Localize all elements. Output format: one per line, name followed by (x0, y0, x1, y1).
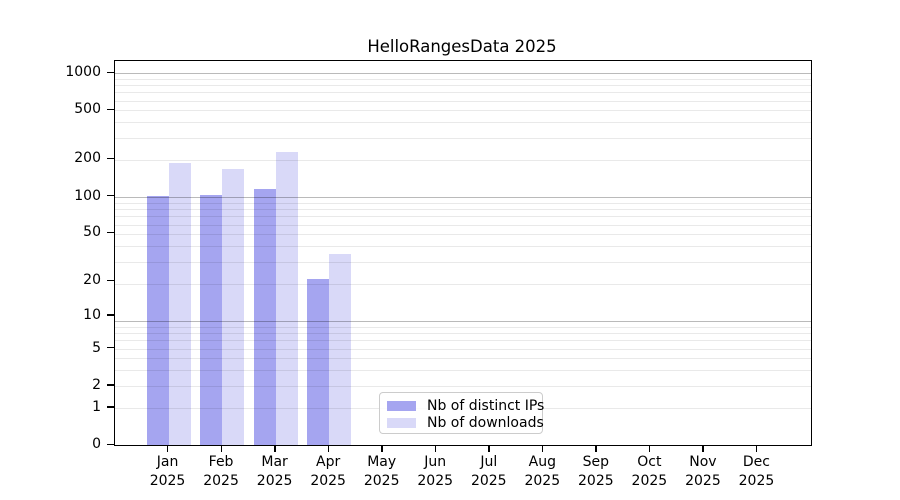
y-tick-mark (107, 71, 114, 73)
bar-distinct-ips-mar (253, 189, 276, 445)
minor-gridline (115, 202, 811, 204)
x-tick-mark (488, 445, 490, 452)
y-tick-mark (107, 108, 114, 111)
minor-gridline (115, 234, 811, 236)
y-tick-mark (107, 231, 114, 234)
x-tick-label-dec: Dec 2025 (738, 454, 775, 489)
x-tick-mark (434, 445, 437, 452)
x-tick-mark (702, 445, 704, 452)
y-tick-label: 5 (92, 339, 101, 356)
x-tick-mark (595, 445, 597, 452)
bar-downloads-jan (168, 163, 191, 445)
bar-downloads-apr (329, 253, 352, 445)
x-tick-mark (381, 445, 383, 452)
x-tick-label-may: May 2025 (363, 454, 400, 489)
x-tick-label-mar: Mar 2025 (256, 454, 293, 489)
y-tick-mark (107, 157, 114, 160)
minor-gridline (115, 385, 811, 387)
y-tick-label: 2 (92, 376, 101, 393)
minor-gridline (115, 246, 811, 248)
minor-gridline (115, 333, 811, 335)
x-tick-label-jul: Jul 2025 (470, 454, 507, 489)
x-tick-label-feb: Feb 2025 (203, 454, 239, 489)
y-tick-label: 50 (83, 224, 101, 241)
y-tick-mark (107, 406, 114, 408)
y-tick-label: 10 (83, 306, 101, 323)
x-tick-mark (274, 445, 276, 452)
minor-gridline (115, 122, 811, 124)
y-tick-label: 20 (83, 272, 101, 289)
bar-downloads-feb (222, 169, 245, 445)
y-tick-mark (107, 384, 114, 386)
y-tick-label: 200 (74, 150, 101, 167)
minor-gridline (115, 261, 811, 263)
legend: Nb of distinct IPs Nb of downloads (379, 392, 544, 434)
x-tick-label-jan: Jan 2025 (149, 454, 186, 489)
x-tick-mark (755, 445, 758, 452)
x-tick-mark (648, 445, 651, 452)
bar-distinct-ips-apr (307, 278, 330, 445)
major-gridline (115, 321, 811, 323)
x-tick-label-nov: Nov 2025 (685, 454, 721, 489)
legend-label-distinct-ips: Nb of distinct IPs (427, 397, 545, 414)
y-tick-label: 0 (92, 436, 101, 452)
y-tick-label: 1000 (65, 64, 101, 80)
x-tick-label-jun: Jun 2025 (417, 454, 454, 489)
legend-item: Nb of downloads (387, 414, 544, 431)
bar-downloads-mar (275, 151, 298, 445)
x-tick-mark (541, 445, 544, 452)
y-tick-mark (107, 279, 114, 281)
x-tick-label-sep: Sep 2025 (578, 454, 614, 489)
x-tick-mark (327, 445, 330, 452)
legend-swatch-downloads (387, 417, 416, 428)
minor-gridline (115, 85, 811, 87)
y-tick-label: 100 (74, 187, 101, 204)
bar-distinct-ips-feb (200, 194, 223, 445)
x-tick-label-apr: Apr 2025 (310, 454, 346, 489)
y-tick-label: 500 (74, 101, 101, 118)
x-tick-label-oct: Oct 2025 (631, 454, 668, 489)
minor-gridline (115, 137, 811, 139)
y-tick-label: 1 (92, 398, 101, 415)
minor-gridline (115, 100, 811, 102)
minor-gridline (115, 348, 811, 350)
minor-gridline (115, 78, 811, 80)
legend-item: Nb of distinct IPs (387, 397, 544, 414)
minor-gridline (115, 209, 811, 211)
x-tick-mark (220, 445, 222, 452)
y-tick-mark (107, 195, 114, 197)
legend-label-downloads: Nb of downloads (427, 414, 544, 431)
minor-gridline (115, 283, 811, 285)
plot-area: Nb of distinct IPs Nb of downloads (114, 60, 812, 446)
x-tick-mark (167, 445, 169, 452)
y-tick-mark (107, 347, 114, 349)
x-tick-label-aug: Aug 2025 (524, 454, 561, 489)
y-tick-mark (107, 443, 114, 445)
chart-title: HelloRangesData 2025 (367, 37, 557, 56)
y-tick-mark (107, 314, 114, 316)
minor-gridline (115, 159, 811, 161)
legend-swatch-distinct-ips (387, 400, 416, 411)
minor-gridline (115, 340, 811, 342)
minor-gridline (115, 370, 811, 372)
minor-gridline (115, 326, 811, 328)
minor-gridline (115, 358, 811, 360)
minor-gridline (115, 216, 811, 218)
minor-gridline (115, 92, 811, 94)
bar-distinct-ips-jan (146, 195, 169, 445)
major-gridline (115, 73, 811, 75)
minor-gridline (115, 110, 811, 112)
major-gridline (115, 197, 811, 199)
minor-gridline (115, 224, 811, 226)
